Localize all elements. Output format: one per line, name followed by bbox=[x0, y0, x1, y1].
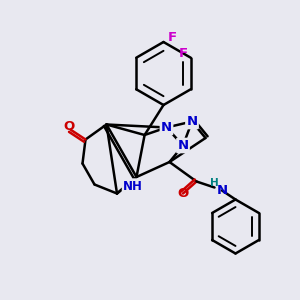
Text: O: O bbox=[177, 187, 189, 200]
Text: F: F bbox=[168, 31, 177, 44]
Text: F: F bbox=[179, 47, 188, 60]
Text: N: N bbox=[161, 121, 172, 134]
Text: NH: NH bbox=[123, 179, 143, 193]
Text: N: N bbox=[216, 184, 228, 197]
Text: N: N bbox=[177, 139, 189, 152]
Text: N: N bbox=[186, 115, 198, 128]
Text: H: H bbox=[210, 178, 219, 188]
Text: O: O bbox=[63, 119, 75, 133]
